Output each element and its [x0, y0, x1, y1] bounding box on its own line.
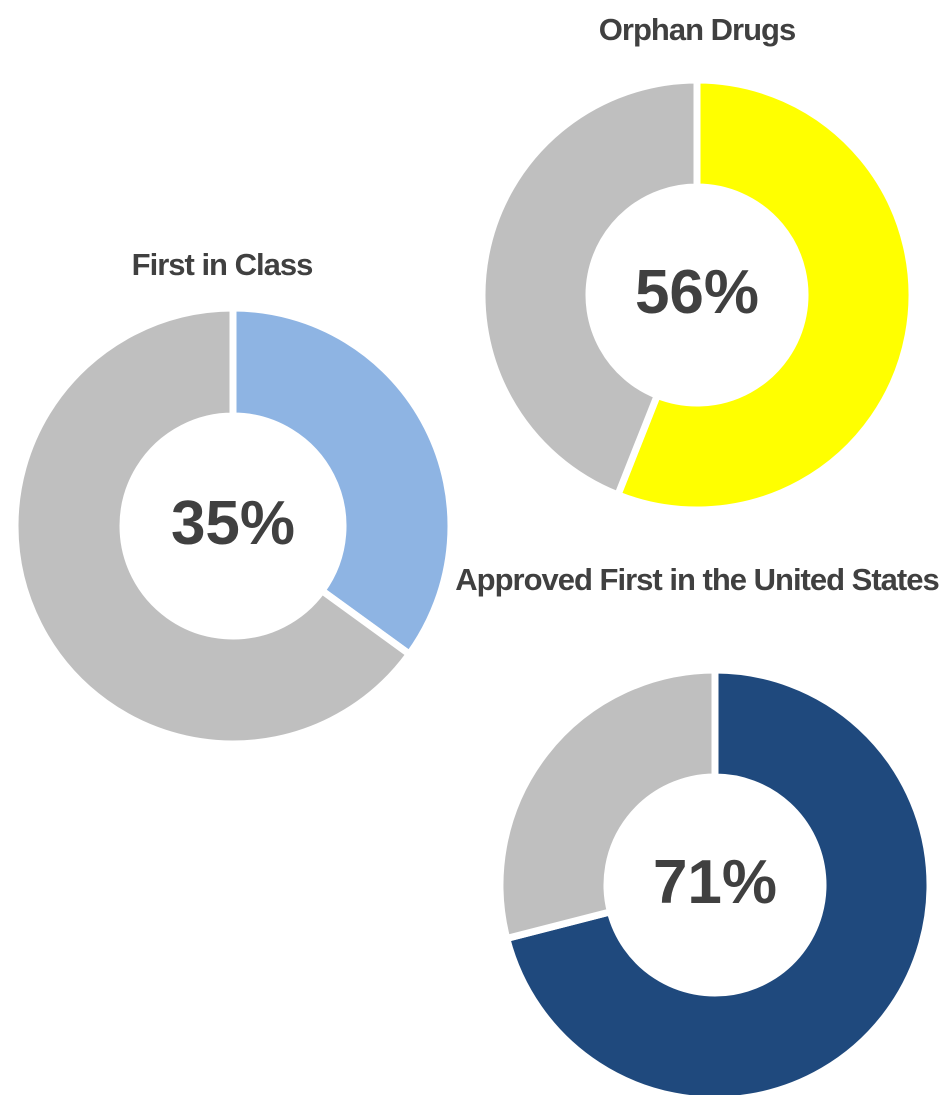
chart-title: Approved First in the United States — [455, 562, 939, 597]
chart-title: First in Class — [131, 247, 314, 282]
donut-segment — [613, 76, 916, 514]
center-label: 35% — [170, 489, 296, 558]
center-label: 56% — [634, 258, 760, 327]
donut-segment — [478, 76, 701, 500]
donut-segment — [502, 666, 934, 1095]
chart-title: Orphan Drugs — [598, 12, 796, 47]
center-label: 71% — [652, 848, 778, 917]
donut-segment — [496, 666, 719, 943]
donut-segment — [229, 304, 455, 660]
donut-segment — [11, 304, 415, 748]
